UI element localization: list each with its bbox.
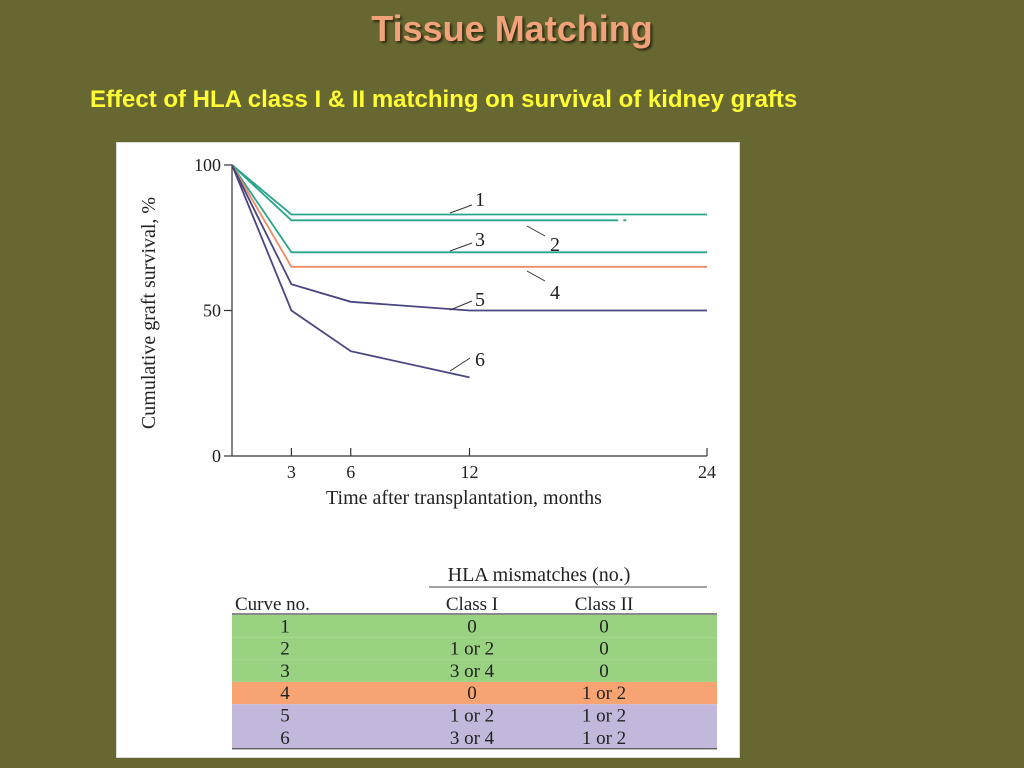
slide-title: Tissue Matching xyxy=(371,8,653,49)
table-cell: 3 or 4 xyxy=(450,728,495,749)
x-tick-label: 24 xyxy=(698,462,716,482)
table-header-cell: Curve no. xyxy=(235,594,310,615)
table-cell: 0 xyxy=(467,683,477,704)
series-line-4 xyxy=(231,164,707,268)
x-axis-label: Time after transplantation, months xyxy=(326,487,602,509)
series-line-6 xyxy=(231,164,470,379)
table-cell: 1 or 2 xyxy=(582,706,626,727)
curve-label-2: 2 xyxy=(550,234,560,256)
table-row xyxy=(232,659,717,682)
table-cell: 3 or 4 xyxy=(450,661,495,682)
table-header-cell: Class I xyxy=(446,594,498,615)
table-row xyxy=(232,637,717,660)
table-row xyxy=(232,681,717,705)
curve-label-5: 5 xyxy=(475,289,485,311)
curve-leader-line xyxy=(449,357,471,372)
table-row xyxy=(232,615,717,638)
table-cell: 5 xyxy=(280,706,290,727)
table-cell: 0 xyxy=(599,639,609,660)
curve-leader-line xyxy=(449,300,473,311)
series-line-3 xyxy=(231,164,707,254)
curve-label-3: 3 xyxy=(475,229,485,251)
curve-leader-line xyxy=(449,242,473,252)
slide-subtitle: Effect of HLA class I & II matching on s… xyxy=(90,86,798,113)
curve-leader-line xyxy=(526,270,546,282)
hla-mismatch-table: HLA mismatches (no.) Curve no. Class I Clas… xyxy=(232,564,717,750)
x-tick-label: 6 xyxy=(346,462,355,482)
x-tick-label: 12 xyxy=(461,462,479,482)
series-line-5 xyxy=(231,164,707,312)
table-row xyxy=(232,726,717,749)
table-cell: 1 or 2 xyxy=(582,683,626,704)
series-line-2 xyxy=(231,164,707,222)
table-cell: 6 xyxy=(280,728,290,749)
table-cell: 0 xyxy=(599,616,609,637)
table-cell: 1 xyxy=(280,616,290,637)
table-cell: 1 or 2 xyxy=(582,728,626,749)
curve-leader-line xyxy=(449,204,473,214)
series-line-1 xyxy=(231,164,707,216)
curve-label-6: 6 xyxy=(475,349,485,371)
y-tick-label: 50 xyxy=(203,301,221,321)
curve-label-1: 1 xyxy=(475,189,485,211)
y-axis-label: Cumulative graft survival, % xyxy=(138,197,160,429)
curve-label-4: 4 xyxy=(550,282,560,304)
table-cell: 3 xyxy=(280,661,290,682)
table-cell: 0 xyxy=(599,661,609,682)
table-cell: 1 or 2 xyxy=(450,706,494,727)
table-cell: 2 xyxy=(280,639,290,660)
table-cell: 1 or 2 xyxy=(450,639,494,660)
y-tick-label: 0 xyxy=(212,446,221,466)
table-row xyxy=(232,704,717,727)
table-cell: 0 xyxy=(467,616,477,637)
table-group-header: HLA mismatches (no.) xyxy=(448,564,631,586)
table-cell: 4 xyxy=(280,683,290,704)
table-header-cell: Class II xyxy=(575,594,634,615)
x-tick-label: 3 xyxy=(287,462,296,482)
curve-leader-line xyxy=(526,225,546,237)
y-tick-label: 100 xyxy=(194,155,221,175)
